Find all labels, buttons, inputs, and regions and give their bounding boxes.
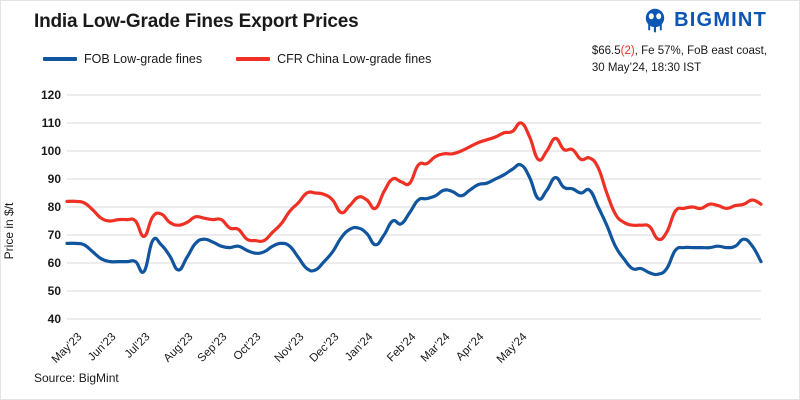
y-tick-label: 40 (47, 312, 61, 326)
x-tick-label: Jan’24 (342, 331, 376, 364)
x-axis-ticks: May’23 Jun’23 Jul’23 Aug’23 Sep’23 Oct’23 Nov’… (1, 331, 800, 379)
quote-change: (2) (620, 45, 635, 57)
quote-line-1: $66.5(2), Fe 57%, FoB east coast, (592, 43, 767, 60)
y-tick-label: 100 (40, 144, 61, 158)
x-tick-label: May’23 (49, 331, 85, 366)
quote-block: $66.5(2), Fe 57%, FoB east coast, 30 May… (592, 43, 767, 76)
legend-swatch-fob (43, 57, 77, 61)
x-tick-label: Apr’24 (454, 331, 487, 364)
x-tick-label: Aug’23 (161, 331, 196, 365)
y-tick-label: 50 (47, 284, 61, 298)
series-line-0 (65, 162, 763, 277)
legend-item-fob[interactable]: FOB Low-grade fines (43, 52, 202, 66)
x-tick-label: Feb’24 (384, 331, 419, 365)
legend-label-cfr: CFR China Low-grade fines (277, 52, 432, 66)
x-tick-label: May’24 (494, 331, 530, 366)
page-title: India Low-Grade Fines Export Prices (34, 11, 359, 32)
source-note: Source: BigMint (34, 371, 119, 385)
y-tick-label: 110 (41, 116, 61, 130)
y-tick-label: 120 (40, 88, 61, 102)
x-tick-label: Dec’23 (307, 331, 342, 365)
x-tick-label: Jul’23 (122, 331, 153, 361)
brand-name: BIGMINT (674, 9, 767, 31)
y-tick-label: 90 (47, 172, 61, 186)
plot-area: Price in $/t 120 110 100 90 80 70 60 50 40 (1, 81, 800, 331)
x-tick-label: Sep’23 (195, 331, 230, 365)
bigmint-logo-icon (645, 8, 665, 33)
line-chart-canvas (65, 94, 763, 320)
quote-spec: , Fe 57%, FoB east coast, (634, 45, 767, 57)
x-tick-label: Mar’24 (418, 331, 453, 365)
quote-line-2: 30 May’24, 18:30 IST (591, 61, 702, 74)
y-tick-label: 60 (47, 256, 61, 270)
x-tick-label: Jun’23 (85, 331, 119, 364)
x-tick-label: Nov’23 (273, 331, 307, 365)
legend-item-cfr[interactable]: CFR China Low-grade fines (236, 52, 431, 66)
y-tick-label: 70 (47, 228, 61, 242)
series-line-1 (65, 121, 763, 244)
y-axis-ticks: 120 110 100 90 80 70 60 50 40 (19, 81, 61, 331)
brand-logo: BIGMINT (642, 7, 767, 33)
legend-swatch-cfr (236, 57, 271, 61)
chart-legend: FOB Low-grade fines CFR China Low-grade … (43, 52, 431, 66)
x-tick-label: Oct’23 (231, 331, 264, 363)
quote-price: $66.5 (591, 45, 621, 57)
legend-label-fob: FOB Low-grade fines (84, 52, 203, 66)
y-tick-label: 80 (47, 200, 61, 214)
